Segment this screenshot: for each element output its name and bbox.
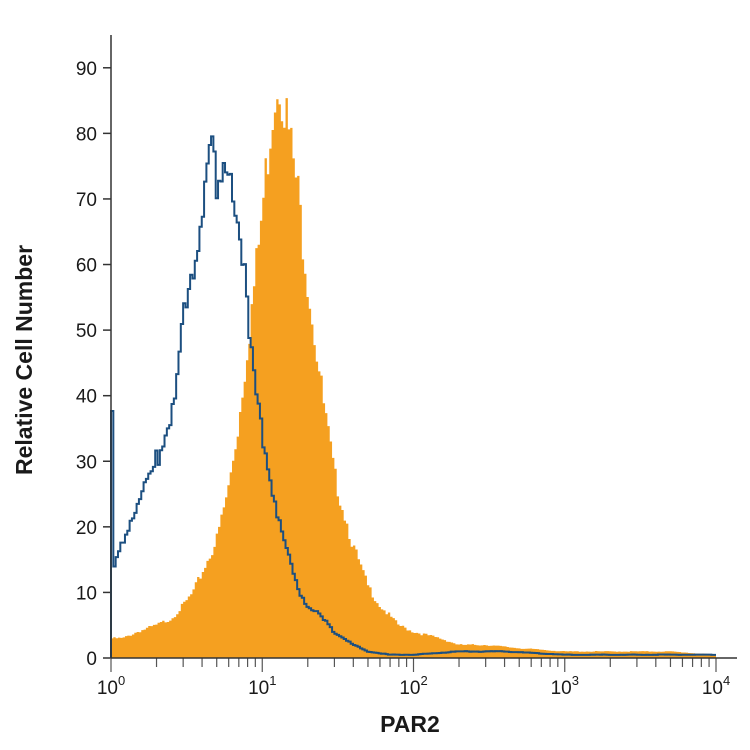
x-tick-label: 103 xyxy=(551,673,579,699)
y-tick-label: 40 xyxy=(76,387,97,408)
y-tick-label: 90 xyxy=(76,59,97,80)
x-tick-label: 102 xyxy=(399,673,427,699)
y-axis-ticks: 0 10 20 30 40 50 60 70 80 90 xyxy=(76,59,111,670)
y-tick-label: 10 xyxy=(76,583,97,604)
y-tick-label: 70 xyxy=(76,190,97,211)
y-tick-label: 20 xyxy=(76,518,97,539)
x-axis-ticks: 100 101 102 103 104 xyxy=(97,658,730,699)
y-tick-label: 60 xyxy=(76,256,97,277)
plot-area xyxy=(110,98,716,658)
y-tick-label: 50 xyxy=(76,321,97,342)
y-axis-title: Relative Cell Number xyxy=(11,245,37,475)
x-tick-label: 104 xyxy=(702,673,730,699)
filled-histogram xyxy=(111,98,716,658)
outline-histogram xyxy=(110,135,716,658)
y-tick-label: 30 xyxy=(76,452,97,473)
x-axis-title: PAR2 xyxy=(380,711,440,737)
y-tick-label: 0 xyxy=(86,649,97,670)
x-tick-label: 101 xyxy=(248,673,276,699)
x-tick-label: 100 xyxy=(97,673,125,699)
y-tick-label: 80 xyxy=(76,124,97,145)
